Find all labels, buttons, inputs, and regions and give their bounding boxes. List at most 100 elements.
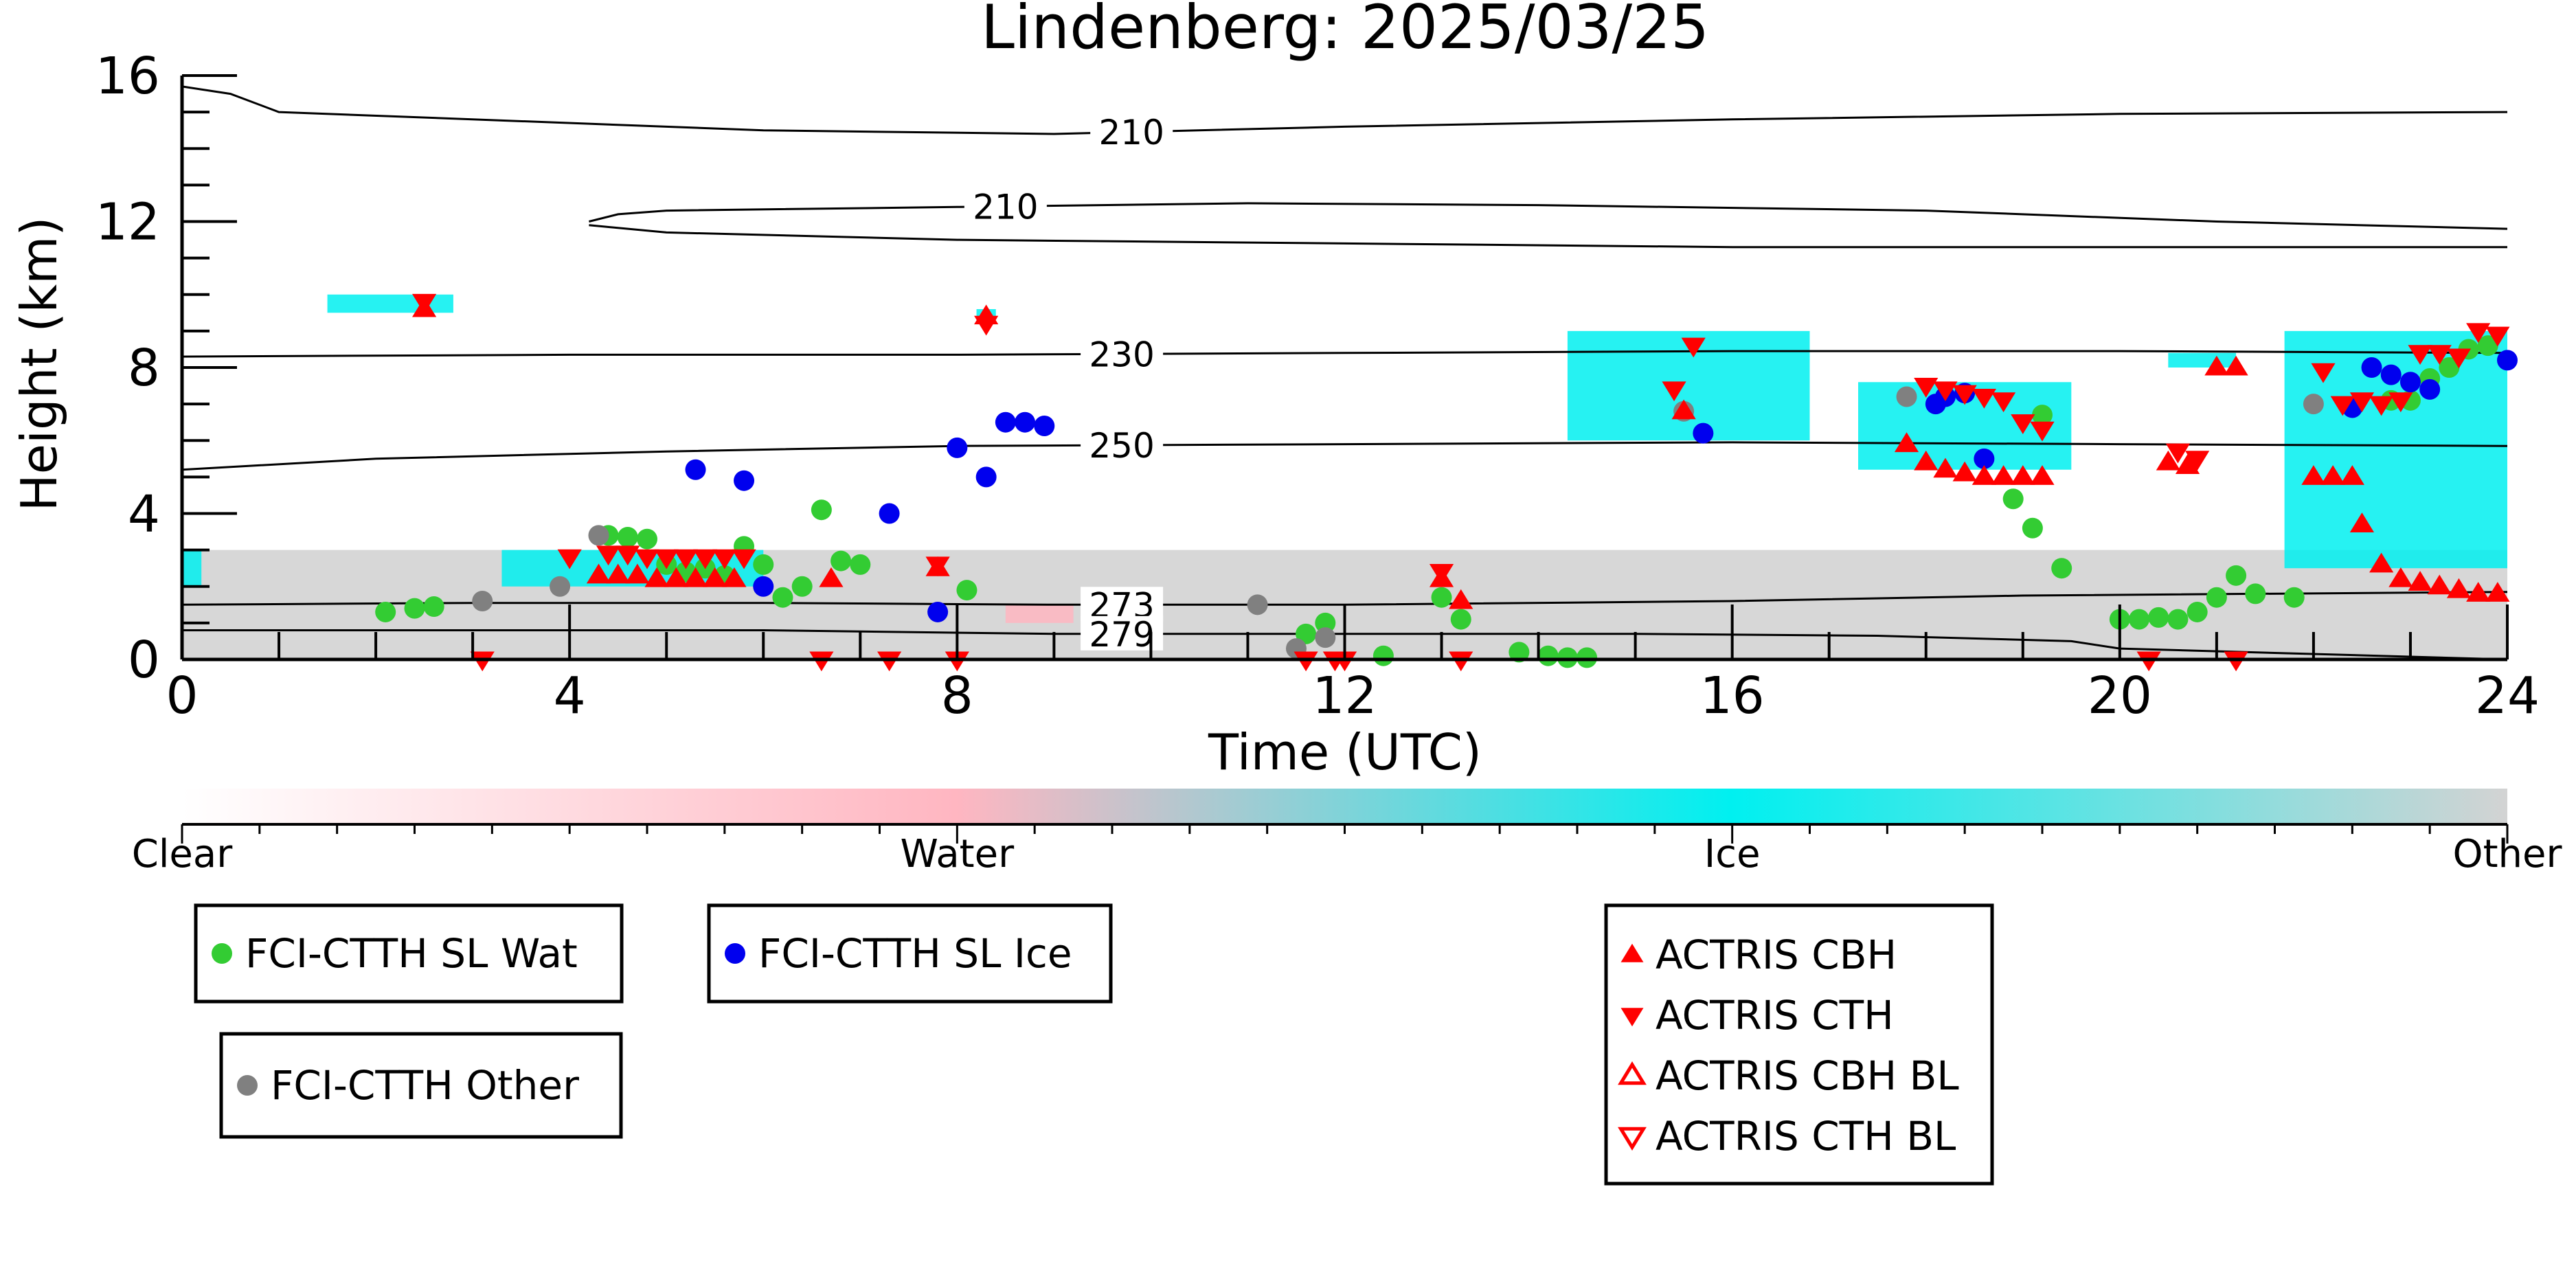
legend-label: FCI-CTTH SL Ice bbox=[758, 930, 1072, 977]
data-point bbox=[1952, 385, 1977, 405]
data-point bbox=[2340, 465, 2364, 485]
contour-label: 210 bbox=[973, 187, 1038, 227]
data-point bbox=[2311, 363, 2336, 383]
data-point bbox=[2320, 465, 2345, 485]
data-point bbox=[2051, 558, 2072, 579]
data-point bbox=[722, 567, 747, 587]
data-point bbox=[2399, 372, 2421, 393]
legend-marker bbox=[725, 943, 745, 964]
series-actris-cth bbox=[412, 293, 2510, 672]
y-tick-label: 8 bbox=[128, 339, 160, 398]
legend-label: ACTRIS CBH BL bbox=[1656, 1052, 1959, 1099]
data-point bbox=[2419, 379, 2441, 400]
data-point bbox=[2303, 394, 2324, 415]
data-point bbox=[2361, 357, 2382, 378]
data-point bbox=[772, 587, 793, 608]
data-point bbox=[2129, 609, 2150, 630]
contour-line bbox=[589, 202, 2508, 230]
legend-frame bbox=[1604, 903, 1994, 1186]
legend-box: ACTRIS CBH ACTRIS CTH ACTRIS CBH BL ACTRIS … bbox=[1604, 903, 1994, 1186]
data-point bbox=[2136, 651, 2161, 672]
legend-label: ACTRIS CTH BL bbox=[1656, 1113, 1956, 1160]
legend-marker bbox=[1620, 943, 1644, 962]
data-point bbox=[2185, 451, 2210, 471]
data-point bbox=[637, 528, 657, 550]
data-point bbox=[877, 651, 902, 672]
data-point bbox=[1247, 594, 1268, 615]
x-tick-label: 20 bbox=[2088, 666, 2152, 725]
data-point bbox=[1449, 589, 1473, 609]
legend-frame bbox=[194, 903, 624, 1004]
legend-frame bbox=[219, 1032, 623, 1139]
contour-label-bg bbox=[1081, 587, 1164, 622]
data-point bbox=[2427, 574, 2452, 595]
data-point bbox=[2032, 405, 2053, 426]
data-point bbox=[732, 549, 756, 569]
scatter-points bbox=[375, 293, 2518, 672]
data-point bbox=[2388, 567, 2413, 587]
data-point bbox=[2485, 326, 2510, 347]
x-tick-label: 8 bbox=[941, 666, 973, 725]
data-point bbox=[1693, 422, 1714, 444]
data-point bbox=[712, 549, 737, 569]
data-point bbox=[1557, 647, 1578, 668]
data-point bbox=[586, 563, 611, 584]
data-point bbox=[1914, 378, 1939, 398]
legend-marker bbox=[237, 1075, 258, 1096]
colorbar-gradient bbox=[182, 789, 2507, 824]
data-point bbox=[1015, 411, 1036, 433]
data-point bbox=[947, 437, 968, 458]
data-point bbox=[1315, 612, 1336, 633]
data-point bbox=[2283, 587, 2305, 608]
data-point bbox=[617, 527, 638, 548]
data-point bbox=[2439, 357, 2460, 378]
data-point bbox=[2002, 488, 2024, 510]
contour-line bbox=[589, 224, 2507, 249]
data-point bbox=[1537, 645, 1559, 666]
data-point bbox=[753, 576, 774, 597]
data-point bbox=[654, 549, 679, 569]
data-point bbox=[1991, 392, 2016, 413]
data-point bbox=[2349, 392, 2375, 413]
data-point bbox=[1293, 651, 1318, 672]
legend-label: ACTRIS CBH bbox=[1656, 931, 1897, 978]
data-point bbox=[831, 550, 852, 572]
data-point bbox=[1681, 337, 1706, 358]
cloud-mask-ice bbox=[182, 550, 202, 587]
contour-label-bg bbox=[1081, 427, 1164, 462]
data-point bbox=[945, 651, 969, 672]
data-point bbox=[2466, 582, 2491, 602]
data-point bbox=[2245, 583, 2266, 605]
x-tick-label: 24 bbox=[2475, 666, 2540, 725]
colorbar-label-ice: Ice bbox=[1704, 832, 1761, 877]
data-point bbox=[2301, 465, 2326, 485]
data-point bbox=[2206, 587, 2227, 608]
data-point bbox=[809, 651, 834, 672]
data-point bbox=[1577, 647, 1598, 668]
data-point bbox=[2156, 450, 2180, 471]
data-point bbox=[879, 503, 900, 524]
x-tick-label: 12 bbox=[1312, 666, 1377, 725]
data-point bbox=[1034, 416, 1055, 436]
data-point bbox=[1974, 448, 1995, 469]
data-point bbox=[1671, 399, 1696, 420]
data-point bbox=[2497, 350, 2518, 371]
data-point bbox=[2022, 517, 2043, 539]
contour-label-bg bbox=[1081, 336, 1164, 371]
y-axis-label: Height (km) bbox=[10, 217, 68, 512]
y-tick-label: 12 bbox=[95, 193, 160, 252]
cloud-mask-water bbox=[1005, 605, 1074, 623]
data-point bbox=[811, 499, 832, 521]
legend-box: FCI-CTTH SL Ice bbox=[707, 903, 1113, 1004]
data-point bbox=[644, 567, 669, 587]
legend-marker bbox=[1618, 1061, 1647, 1085]
data-point bbox=[974, 315, 999, 336]
legend-frame bbox=[707, 903, 1113, 1004]
y-tick-label: 0 bbox=[128, 631, 160, 690]
contour-label-bg bbox=[1090, 114, 1173, 149]
colorbar-label-water: Water bbox=[901, 832, 1015, 877]
data-point bbox=[1971, 388, 1996, 409]
data-point bbox=[2226, 565, 2247, 586]
data-point bbox=[615, 545, 640, 566]
data-point bbox=[2011, 414, 2035, 434]
